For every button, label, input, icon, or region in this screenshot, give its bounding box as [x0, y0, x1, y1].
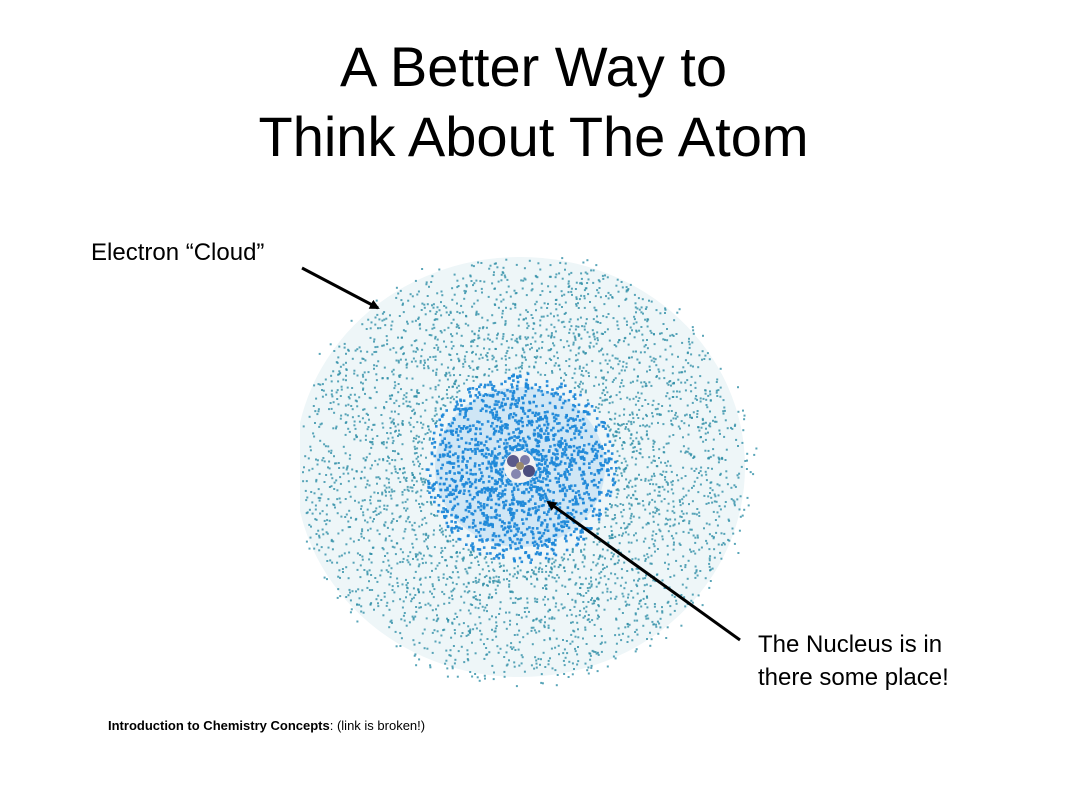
footer-citation: Introduction to Chemistry Concepts: (lin… — [108, 717, 425, 735]
nucleus-label-line-1: The Nucleus is in — [758, 631, 943, 658]
footer-link[interactable]: Introduction to Chemistry Concepts — [108, 718, 330, 733]
nucleus-label-line-2: there some place! — [758, 664, 949, 691]
nucleus-icon — [504, 451, 536, 483]
electron-cloud-image — [300, 257, 758, 688]
slide-title-line-1: A Better Way to — [340, 35, 727, 98]
nucleus-label: The Nucleus is in there some place! — [758, 628, 949, 694]
slide-title-line-2: Think About The Atom — [258, 105, 809, 168]
slide-title: A Better Way to Think About The Atom — [0, 32, 1067, 172]
footer-note: : (link is broken!) — [329, 718, 426, 733]
electron-cloud-label: Electron “Cloud” — [91, 239, 265, 266]
